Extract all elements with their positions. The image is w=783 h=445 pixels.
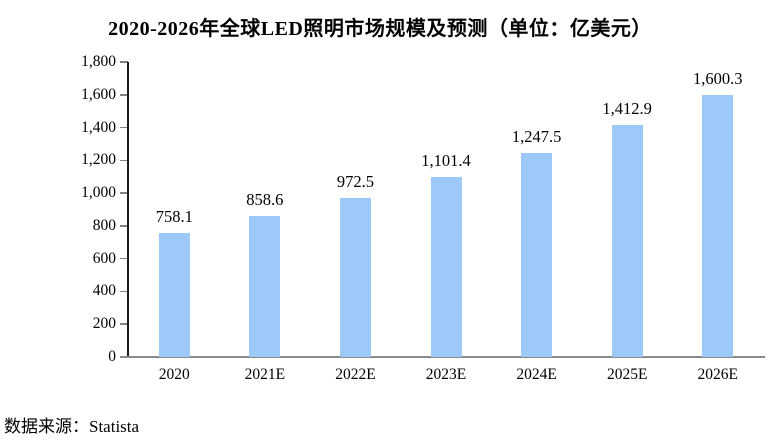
y-axis-tick-mark — [120, 126, 128, 129]
y-axis-tick-mark — [120, 323, 128, 325]
x-axis-tick-label: 2024E — [516, 366, 557, 383]
x-axis-tick-label: 2021E — [244, 366, 286, 383]
y-axis-tick-label: 1,200 — [81, 151, 116, 169]
bar-value-label: 1,600.3 — [693, 68, 743, 88]
x-axis-tick-label: 2026E — [697, 366, 738, 383]
bars-plot-area: 758.1 858.6 972.5 1,101.4 1,247.5 1,412.9 1,60… — [129, 62, 763, 357]
y-axis-tick-label: 200 — [92, 315, 116, 333]
data-source-note: 数据来源：Statista — [4, 417, 140, 436]
bar — [611, 125, 643, 357]
bar-column: 1,247.5 — [491, 126, 582, 357]
x-axis-labels: 2020 2021E 2022E 2023E 2024E 2025E 2026E — [129, 366, 763, 384]
bar-value-label: 1,247.5 — [511, 126, 562, 146]
y-axis-tick-label: 600 — [92, 249, 116, 267]
y-axis-line — [127, 62, 129, 357]
y-axis-tick-mark — [120, 94, 128, 96]
bar — [521, 152, 553, 357]
bar-column: 972.5 — [310, 171, 401, 357]
bar-value-label: 758.1 — [155, 206, 193, 226]
bar — [249, 216, 281, 357]
y-axis-tick-label: 1,000 — [81, 184, 116, 202]
y-axis-tick-label: 1,600 — [81, 85, 116, 103]
y-axis-tick-mark — [120, 225, 128, 227]
bar-column: 1,101.4 — [401, 150, 492, 357]
bar — [339, 197, 371, 357]
bar-column: 858.6 — [220, 191, 311, 357]
bar-column: 758.1 — [129, 206, 220, 357]
bar-value-label: 1,412.9 — [602, 99, 652, 119]
bar-value-label: 858.6 — [246, 190, 284, 210]
y-axis-tick-mark — [120, 61, 128, 63]
x-axis-tick-label: 2025E — [606, 366, 648, 383]
y-axis-tick-mark — [120, 290, 128, 293]
y-axis-tick-label: 400 — [92, 282, 116, 300]
y-axis-tick-mark — [120, 192, 128, 194]
chart-title: 2020-2026年全球LED照明市场规模及预测（单位：亿美元） — [108, 18, 652, 40]
y-axis-tick-label: 1,800 — [81, 53, 116, 70]
y-axis-tick-label: 800 — [92, 216, 116, 234]
bar — [430, 176, 462, 357]
y-axis-tick-label: 1,400 — [81, 118, 116, 136]
bar-value-label: 972.5 — [336, 171, 374, 191]
y-axis-tick-mark — [120, 159, 128, 162]
x-axis-tick-label: 2020 — [158, 366, 190, 383]
bar — [702, 94, 734, 357]
bar-column: 1,412.9 — [582, 100, 673, 357]
bar-column: 1,600.3 — [672, 68, 763, 357]
bar-value-label: 1,101.4 — [421, 150, 471, 170]
y-axis-tick-label: 0 — [108, 348, 116, 365]
x-axis-baseline — [120, 356, 765, 358]
y-axis-tick-mark — [120, 257, 128, 260]
x-axis-tick-label: 2022E — [335, 366, 376, 383]
x-axis-tick-label: 2023E — [425, 366, 467, 383]
bar — [158, 232, 190, 357]
